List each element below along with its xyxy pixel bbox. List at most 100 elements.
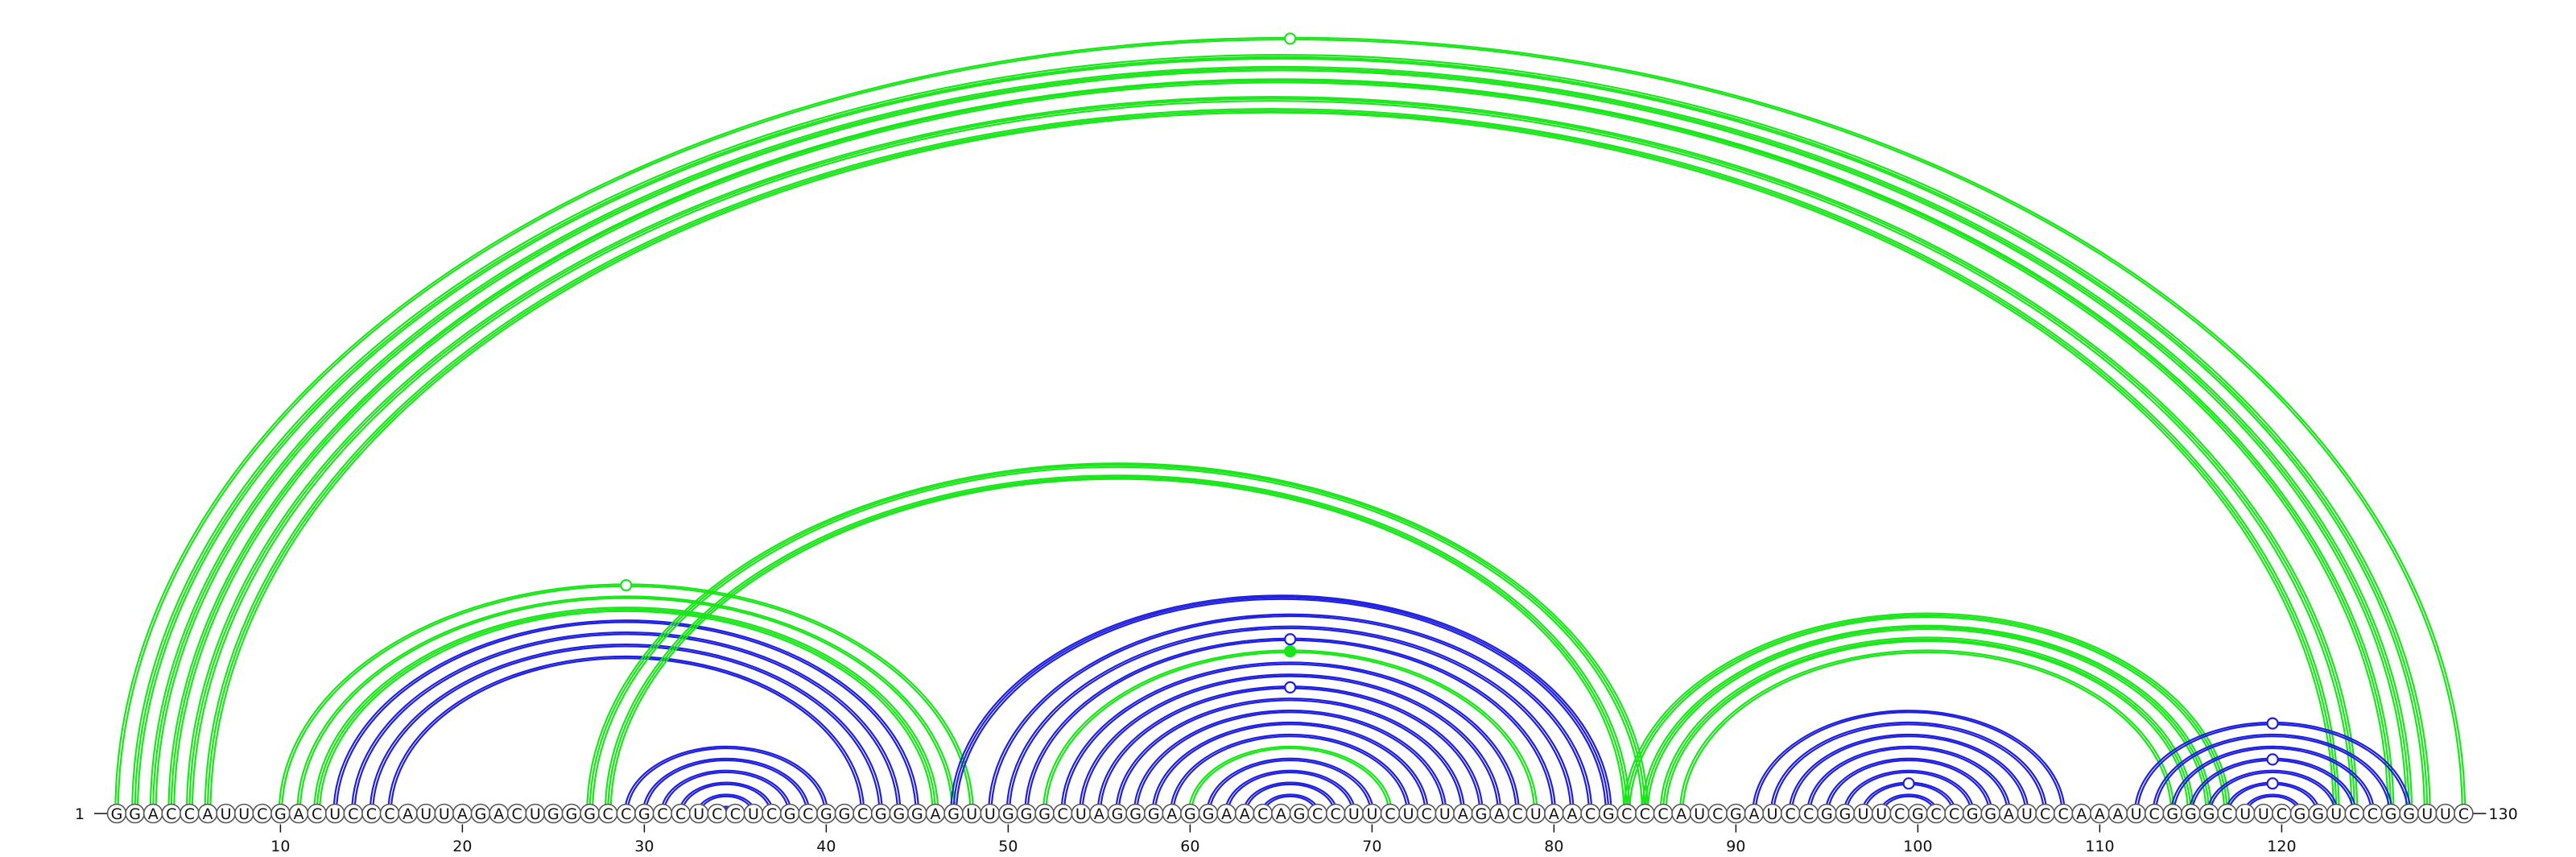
nucleotide-letter: U	[985, 805, 996, 823]
pair-arc-27-85	[588, 464, 1646, 814]
tick-label: 110	[2085, 838, 2114, 855]
pair-arc-31-38	[660, 769, 792, 814]
pair-arc-13-45	[335, 621, 917, 814]
pair-arc-13-45	[332, 619, 920, 814]
nucleotide-letter: A	[1749, 805, 1760, 823]
nucleotide-letter: A	[931, 805, 941, 823]
pair-arc-6-123	[204, 108, 2340, 814]
pair-arc-30-39	[642, 757, 811, 814]
pair-arc-87-114	[1678, 649, 2175, 814]
pair-arc-57-74	[1136, 711, 1445, 814]
arc-marker-52-79	[1284, 645, 1297, 658]
nucleotide-letter: C	[348, 805, 358, 823]
pair-arc-85-116	[1644, 626, 2211, 814]
nucleotide-letter: C	[657, 805, 667, 823]
tick-label: 80	[1544, 838, 1563, 855]
pair-arc-11-47	[296, 595, 956, 814]
pair-arc-58-73	[1154, 723, 1426, 814]
nucleotide-letter: A	[493, 805, 504, 823]
pair-arc-114-125	[2173, 747, 2372, 814]
nucleotide-letter: C	[312, 805, 322, 823]
pair-arc-91-108	[1754, 711, 2063, 814]
nucleotide-letter: U	[2440, 805, 2451, 823]
nucleotide-letter: G	[2294, 805, 2306, 823]
nucleotide-letter: C	[184, 805, 195, 823]
pair-arc-63-68	[1245, 783, 1335, 814]
nucleotide-letter: U	[2421, 805, 2433, 823]
nucleotide-letter: U	[1767, 805, 1778, 823]
nucleotide-letter: C	[730, 805, 741, 823]
nucleotide-letter: C	[2458, 805, 2469, 823]
arc-markers	[620, 32, 2279, 790]
pair-arc-12-46	[316, 608, 937, 814]
pair-arc-93-106	[1788, 733, 2029, 814]
pair-arc-63-68	[1242, 781, 1338, 814]
nucleotide-letter: G	[1002, 805, 1014, 823]
pair-arc-2-128	[134, 56, 2429, 814]
pair-arc-86-115	[1659, 636, 2194, 814]
nucleotide-letter: A	[1240, 805, 1250, 823]
pair-arc-28-84	[604, 474, 1631, 814]
nucleotide-letter: C	[384, 805, 394, 823]
tick-label: 50	[998, 838, 1018, 855]
pair-arc-94-105	[1806, 745, 2012, 814]
pair-arc-96-103	[1845, 771, 1972, 814]
nucleotide-letter: A	[2095, 805, 2105, 823]
nucleotide-letter: G	[1967, 805, 1979, 823]
nucleotide-letter: A	[203, 805, 213, 823]
nucleotide-letter: C	[1621, 805, 1632, 823]
tick-label: 60	[1180, 838, 1199, 855]
arc-marker-1-130	[1284, 32, 1297, 45]
nucleotide-letter: A	[1221, 805, 1232, 823]
nucleotide-letter: G	[638, 805, 650, 823]
nucleotide-letter: G	[1112, 805, 1124, 823]
nucleotide-letter: U	[1403, 805, 1414, 823]
tick-label: 70	[1362, 838, 1381, 855]
nucleotide-letter: U	[2240, 805, 2251, 823]
arc-marker-10-48	[620, 578, 633, 592]
pair-arc-61-70	[1208, 759, 1372, 814]
pair-arc-4-126	[167, 77, 2395, 814]
base-pair-arcs	[114, 36, 2467, 814]
pair-arc-95-104	[1827, 759, 1991, 814]
pair-arc-60-71	[1187, 745, 1393, 814]
pair-arc-31-38	[663, 771, 790, 814]
nucleotide-letter: G	[1021, 805, 1033, 823]
nucleotide-letter: U	[439, 805, 450, 823]
pair-arc-85-116	[1646, 628, 2207, 814]
nucleotide-letter: C	[2149, 805, 2160, 823]
pair-arc-15-43	[372, 645, 881, 814]
pair-arc-54-77	[1081, 675, 1499, 814]
pair-arc-3-127	[152, 68, 2410, 814]
nucleotide-letter: G	[911, 805, 923, 823]
pair-arc-30-39	[645, 759, 808, 814]
pair-arc-113-126	[2152, 733, 2393, 814]
nucleotide-letter: G	[1203, 805, 1215, 823]
nucleotide-letter: A	[1276, 805, 1286, 823]
pair-arc-59-72	[1172, 735, 1408, 814]
nucleotide-letter: G	[2312, 805, 2324, 823]
position-ticks: 10 20 30 40 50 60 70 80 90 100 110 120	[270, 824, 2297, 855]
pair-arc-4-126	[170, 80, 2392, 814]
nucleotide-letter: C	[1257, 805, 1268, 823]
nucleotide-letter: C	[2040, 805, 2050, 823]
nucleotide-letter: C	[257, 805, 267, 823]
pair-arc-4-126	[173, 81, 2389, 814]
nucleotide-letter: A	[1494, 805, 1505, 823]
pair-arc-95-104	[1824, 757, 1993, 814]
pair-arc-47-83	[950, 594, 1612, 814]
nucleotide-letter: C	[1657, 805, 1668, 823]
nucleotide-letter: C	[2277, 805, 2287, 823]
pair-arc-54-77	[1079, 673, 1502, 814]
nucleotide-letter: G	[2203, 805, 2215, 823]
pair-arc-27-85	[586, 462, 1649, 814]
tick-label: 100	[1903, 838, 1932, 855]
pair-arc-5-124	[191, 99, 2353, 814]
pair-arc-28-84	[607, 476, 1628, 814]
nucleotide-letter: G	[2385, 805, 2397, 823]
pair-arc-14-44	[353, 633, 899, 814]
pair-arc-47-83	[955, 598, 1607, 814]
nucleotide-letter: G	[1984, 805, 1996, 823]
